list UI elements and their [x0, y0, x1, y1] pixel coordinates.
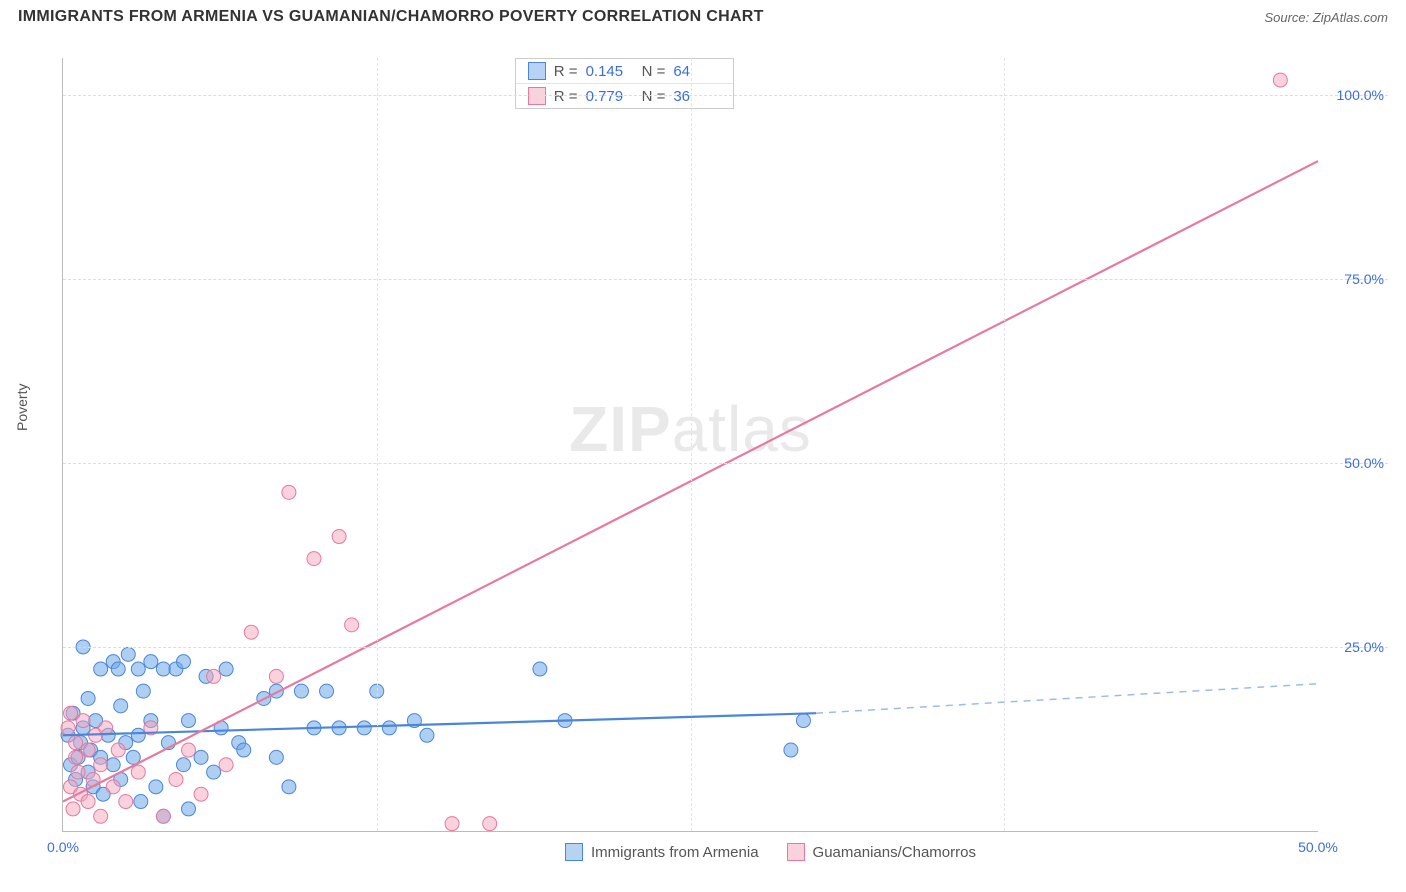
plot-area: ZIPatlas R = 0.145 N = 64 R = 0.779 N = … — [62, 58, 1318, 832]
y-tick-label: 50.0% — [1344, 455, 1384, 471]
y-axis-label: Poverty — [14, 384, 30, 431]
chart-container: Poverty ZIPatlas R = 0.145 N = 64 R = 0.… — [18, 38, 1388, 874]
legend-swatch-blue — [565, 843, 583, 861]
legend-label-pink: Guamanians/Chamorros — [813, 844, 976, 861]
swatch-blue — [528, 62, 546, 80]
stats-legend: R = 0.145 N = 64 R = 0.779 N = 36 — [515, 58, 735, 109]
n-value-blue: 64 — [673, 63, 721, 80]
chart-title: IMMIGRANTS FROM ARMENIA VS GUAMANIAN/CHA… — [18, 8, 764, 26]
swatch-pink — [528, 87, 546, 105]
y-tick-label: 25.0% — [1344, 639, 1384, 655]
y-tick-label: 100.0% — [1337, 87, 1384, 103]
legend-item-blue: Immigrants from Armenia — [565, 843, 759, 861]
r-value-pink: 0.779 — [586, 88, 634, 105]
legend-swatch-pink — [787, 843, 805, 861]
x-tick-label: 0.0% — [47, 839, 79, 855]
series-legend: Immigrants from Armenia Guamanians/Chamo… — [565, 843, 976, 861]
source-label: Source: ZipAtlas.com — [1264, 10, 1388, 25]
y-tick-label: 75.0% — [1344, 271, 1384, 287]
stats-row-blue: R = 0.145 N = 64 — [516, 59, 734, 83]
n-value-pink: 36 — [673, 88, 721, 105]
x-tick-label: 50.0% — [1298, 839, 1338, 855]
r-value-blue: 0.145 — [586, 63, 634, 80]
legend-label-blue: Immigrants from Armenia — [591, 844, 759, 861]
legend-item-pink: Guamanians/Chamorros — [787, 843, 976, 861]
